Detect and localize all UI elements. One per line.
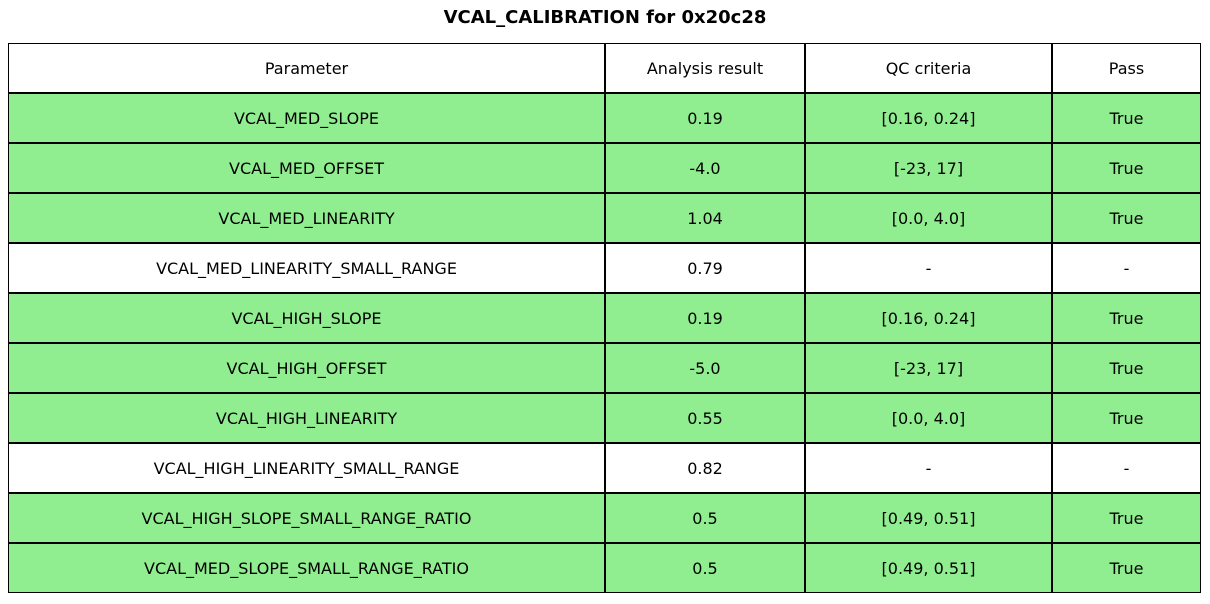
table-row: VCAL_HIGH_OFFSET -5.0 [-23, 17] True (8, 343, 1201, 393)
qc-criteria-cell: [-23, 17] (805, 343, 1052, 393)
table-row: VCAL_MED_SLOPE 0.19 [0.16, 0.24] True (8, 93, 1201, 143)
qc-criteria-cell: [0.16, 0.24] (805, 293, 1052, 343)
pass-cell: True (1052, 143, 1201, 193)
parameter-cell: VCAL_MED_OFFSET (8, 143, 605, 193)
result-cell: 1.04 (605, 193, 805, 243)
column-header-pass: Pass (1052, 43, 1201, 93)
table-row: VCAL_HIGH_LINEARITY 0.55 [0.0, 4.0] True (8, 393, 1201, 443)
qc-criteria-cell: [0.16, 0.24] (805, 93, 1052, 143)
result-cell: 0.19 (605, 293, 805, 343)
parameter-cell: VCAL_MED_SLOPE (8, 93, 605, 143)
result-cell: 0.5 (605, 543, 805, 593)
parameter-cell: VCAL_HIGH_LINEARITY (8, 393, 605, 443)
pass-cell: True (1052, 293, 1201, 343)
column-header-qc-criteria: QC criteria (805, 43, 1052, 93)
column-header-parameter: Parameter (8, 43, 605, 93)
table-row: VCAL_HIGH_SLOPE_SMALL_RANGE_RATIO 0.5 [0… (8, 493, 1201, 543)
parameter-cell: VCAL_HIGH_SLOPE_SMALL_RANGE_RATIO (8, 493, 605, 543)
table-row: VCAL_MED_SLOPE_SMALL_RANGE_RATIO 0.5 [0.… (8, 543, 1201, 593)
pass-cell: True (1052, 343, 1201, 393)
table-row: VCAL_MED_LINEARITY 1.04 [0.0, 4.0] True (8, 193, 1201, 243)
table-row: VCAL_MED_OFFSET -4.0 [-23, 17] True (8, 143, 1201, 193)
result-cell: 0.79 (605, 243, 805, 293)
qc-results-table: Parameter Analysis result QC criteria Pa… (8, 43, 1201, 593)
result-cell: -5.0 (605, 343, 805, 393)
result-cell: -4.0 (605, 143, 805, 193)
pass-cell: - (1052, 443, 1201, 493)
parameter-cell: VCAL_HIGH_LINEARITY_SMALL_RANGE (8, 443, 605, 493)
parameter-cell: VCAL_HIGH_SLOPE (8, 293, 605, 343)
qc-criteria-cell: [-23, 17] (805, 143, 1052, 193)
parameter-cell: VCAL_MED_SLOPE_SMALL_RANGE_RATIO (8, 543, 605, 593)
table-header-row: Parameter Analysis result QC criteria Pa… (8, 43, 1201, 93)
pass-cell: True (1052, 543, 1201, 593)
qc-criteria-cell: - (805, 443, 1052, 493)
qc-criteria-cell: [0.49, 0.51] (805, 543, 1052, 593)
qc-criteria-cell: [0.0, 4.0] (805, 393, 1052, 443)
table-row: VCAL_HIGH_SLOPE 0.19 [0.16, 0.24] True (8, 293, 1201, 343)
pass-cell: True (1052, 493, 1201, 543)
table-row: VCAL_HIGH_LINEARITY_SMALL_RANGE 0.82 - - (8, 443, 1201, 493)
page-title: VCAL_CALIBRATION for 0x20c28 (443, 7, 767, 28)
qc-criteria-cell: [0.49, 0.51] (805, 493, 1052, 543)
pass-cell: True (1052, 93, 1201, 143)
result-cell: 0.5 (605, 493, 805, 543)
parameter-cell: VCAL_MED_LINEARITY (8, 193, 605, 243)
qc-criteria-cell: [0.0, 4.0] (805, 193, 1052, 243)
parameter-cell: VCAL_MED_LINEARITY_SMALL_RANGE (8, 243, 605, 293)
table-row: VCAL_MED_LINEARITY_SMALL_RANGE 0.79 - - (8, 243, 1201, 293)
pass-cell: True (1052, 393, 1201, 443)
result-cell: 0.82 (605, 443, 805, 493)
column-header-analysis-result: Analysis result (605, 43, 805, 93)
result-cell: 0.55 (605, 393, 805, 443)
result-cell: 0.19 (605, 93, 805, 143)
pass-cell: - (1052, 243, 1201, 293)
pass-cell: True (1052, 193, 1201, 243)
qc-criteria-cell: - (805, 243, 1052, 293)
parameter-cell: VCAL_HIGH_OFFSET (8, 343, 605, 393)
